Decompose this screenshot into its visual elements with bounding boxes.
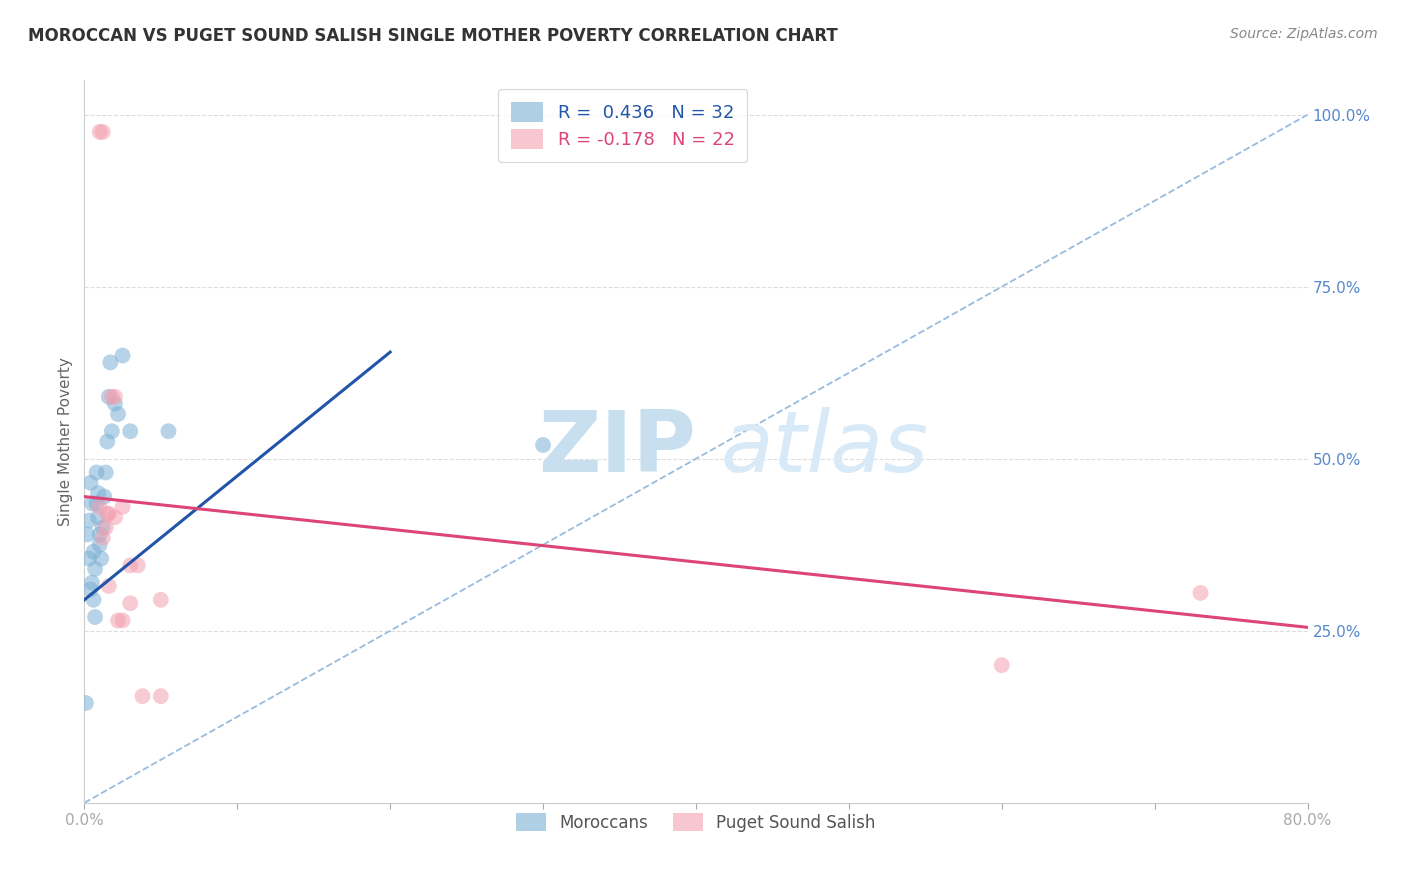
Point bbox=[87, 486, 110, 500]
Point bbox=[77, 551, 100, 566]
Point bbox=[104, 510, 127, 524]
Point bbox=[101, 390, 124, 404]
Point bbox=[107, 407, 129, 421]
Point bbox=[76, 527, 98, 541]
Point bbox=[127, 558, 149, 573]
Point bbox=[120, 558, 142, 573]
Point bbox=[111, 500, 134, 514]
Text: Source: ZipAtlas.com: Source: ZipAtlas.com bbox=[1230, 27, 1378, 41]
Point bbox=[97, 390, 120, 404]
Point bbox=[84, 610, 107, 624]
Point bbox=[86, 496, 108, 510]
Point bbox=[97, 579, 120, 593]
Point bbox=[80, 496, 103, 510]
Point bbox=[83, 544, 105, 558]
Point bbox=[75, 696, 97, 710]
Point bbox=[157, 424, 180, 438]
Point bbox=[991, 658, 1014, 673]
Point bbox=[94, 520, 117, 534]
Text: atlas: atlas bbox=[720, 408, 928, 491]
Point bbox=[107, 614, 129, 628]
Legend: Moroccans, Puget Sound Salish: Moroccans, Puget Sound Salish bbox=[503, 800, 889, 845]
Text: ZIP: ZIP bbox=[538, 408, 696, 491]
Point bbox=[104, 390, 127, 404]
Point bbox=[91, 520, 114, 534]
Point bbox=[94, 466, 117, 480]
Point bbox=[91, 531, 114, 545]
Point bbox=[79, 475, 101, 490]
Point bbox=[77, 514, 100, 528]
Point bbox=[120, 424, 142, 438]
Point bbox=[97, 507, 120, 521]
Point bbox=[104, 397, 127, 411]
Point bbox=[101, 424, 124, 438]
Point bbox=[86, 466, 108, 480]
Point bbox=[87, 510, 110, 524]
Point bbox=[96, 507, 118, 521]
Point bbox=[1189, 586, 1212, 600]
Point bbox=[98, 355, 121, 369]
Point bbox=[79, 582, 101, 597]
Point bbox=[96, 434, 118, 449]
Point bbox=[91, 125, 114, 139]
Point bbox=[83, 592, 105, 607]
Point bbox=[84, 562, 107, 576]
Point bbox=[93, 490, 115, 504]
Point bbox=[80, 575, 103, 590]
Point bbox=[89, 538, 111, 552]
Point bbox=[90, 551, 112, 566]
Point bbox=[111, 614, 134, 628]
Point bbox=[149, 689, 172, 703]
Point bbox=[89, 500, 111, 514]
Text: MOROCCAN VS PUGET SOUND SALISH SINGLE MOTHER POVERTY CORRELATION CHART: MOROCCAN VS PUGET SOUND SALISH SINGLE MO… bbox=[28, 27, 838, 45]
Point bbox=[89, 125, 111, 139]
Point bbox=[89, 527, 111, 541]
Point bbox=[131, 689, 153, 703]
Point bbox=[531, 438, 554, 452]
Point bbox=[111, 349, 134, 363]
Y-axis label: Single Mother Poverty: Single Mother Poverty bbox=[58, 357, 73, 526]
Point bbox=[149, 592, 172, 607]
Point bbox=[120, 596, 142, 610]
